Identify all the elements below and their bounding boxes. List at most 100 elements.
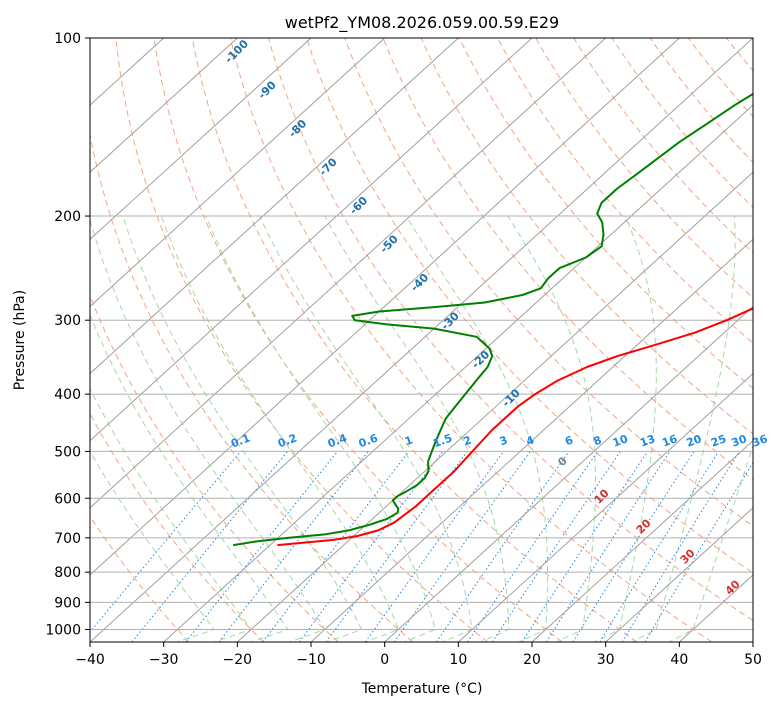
dry-adiabat-line [458, 38, 753, 389]
dry-adiabat-line [649, 38, 753, 164]
dry-adiabat-line [496, 38, 753, 344]
dry-adiabat-line [90, 294, 339, 642]
dry-adiabat-line [306, 38, 753, 574]
mixing-ratio-line [185, 451, 338, 642]
isotherm-label: -60 [347, 194, 370, 217]
mixing-ratio-label: 20 [685, 432, 704, 450]
mixing-ratio-line [621, 451, 740, 642]
mixing-ratio-label: 0.1 [229, 432, 252, 451]
dry-adiabat-line [90, 132, 414, 642]
isotherm-label: -40 [408, 271, 431, 294]
isotherm-label: -80 [286, 117, 309, 140]
mixing-ratio-label: 1.5 [431, 432, 454, 451]
dry-adiabat-line [344, 38, 753, 527]
isotherm-line [90, 38, 607, 509]
isotherm-line [457, 372, 753, 642]
moist-adiabat-line [593, 215, 657, 642]
y-tick-label: 1000 [45, 622, 81, 638]
mixing-ratio-label: 0.4 [326, 431, 349, 450]
mixing-ratio-label: 30 [730, 432, 749, 450]
y-tick-label: 400 [54, 387, 81, 403]
moist-adiabat-line [405, 215, 549, 642]
y-tick-label: 900 [54, 595, 81, 611]
mixing-ratio-label: 3 [498, 434, 510, 449]
mixing-ratio-line [491, 451, 621, 642]
x-tick-label: 10 [449, 652, 467, 668]
mixing-ratio-label: 4 [524, 433, 536, 448]
mixing-ratio-line [364, 451, 505, 642]
mixing-ratio-label: 6 [563, 433, 575, 448]
x-tick-label: 0 [380, 652, 389, 668]
dry-adiabat-line [90, 515, 190, 642]
mixing-ratio-line [545, 451, 671, 642]
isotherm-label: -50 [378, 232, 401, 255]
y-tick-label: 300 [54, 313, 81, 329]
mixing-ratio-line [131, 451, 288, 642]
dry-adiabat-line [153, 38, 563, 642]
mixing-ratio-label: 2 [462, 434, 474, 449]
chart-title: wetPf2_YM08.2026.059.00.59.E29 [285, 13, 559, 33]
wetbulb-label: 40 [723, 577, 743, 597]
isotherm-line [605, 507, 753, 642]
x-tick-label: 50 [744, 652, 762, 668]
wetbulb-label: 0 [555, 454, 570, 469]
moist-adiabat-line [324, 215, 510, 642]
plot-frame [89, 37, 754, 643]
x-tick-label: 30 [597, 652, 615, 668]
mixing-ratio-label: 1 [403, 434, 415, 449]
dry-adiabat-line [90, 412, 264, 642]
dry-adiabat-line [765, 38, 775, 642]
dry-adiabat-line [611, 38, 753, 209]
pressure-gridlines [90, 38, 753, 630]
mixing-ratio-line [393, 451, 531, 642]
mixing-ratio-label: 0.6 [357, 431, 380, 450]
dry-adiabat-line [229, 38, 712, 642]
isotherm-line [90, 38, 312, 241]
dewpoint-line [233, 92, 753, 547]
isotherm-line [310, 238, 753, 642]
mixing-ratio-line [90, 451, 242, 633]
moist-adiabat-line [205, 215, 436, 642]
x-tick-label: 40 [670, 652, 688, 668]
moist-adiabat-line [507, 215, 596, 642]
isotherm-label: -20 [469, 348, 492, 371]
moist-adiabat-line [90, 450, 216, 642]
isotherm-label: -90 [256, 78, 279, 101]
y-tick-label: 100 [54, 31, 81, 47]
y-tick-label: 800 [54, 565, 81, 581]
isotherm-line [236, 171, 753, 642]
moist-adiabat-line [90, 387, 252, 642]
dry-adiabat-line [191, 38, 638, 642]
dry-adiabat-line [535, 38, 753, 299]
isotherm-line [90, 38, 459, 375]
dry-adiabat-line [726, 38, 753, 72]
mixing-ratio-line [599, 451, 720, 642]
isotherm-line [90, 38, 680, 576]
profile-series [233, 92, 753, 547]
mixing-ratio-line [572, 451, 695, 642]
isotherm-line [384, 305, 753, 642]
axes: −40 −30 −20 −10 0 10 20 30 40 5010020030040050060… [45, 31, 762, 668]
mixing-ratio-line [644, 461, 753, 642]
mixing-ratio-label: 0.2 [276, 432, 299, 451]
wetbulb-label: 30 [678, 546, 698, 566]
mixing-ratio-label: 25 [709, 432, 728, 449]
y-tick-label: 200 [54, 209, 81, 225]
isotherm-label: -70 [317, 155, 340, 178]
mixing-ratio-line [262, 451, 410, 642]
x-tick-label: −10 [296, 652, 326, 668]
y-tick-label: 700 [54, 531, 81, 547]
y-tick-label: 500 [54, 444, 81, 460]
mixing-ratio-line [467, 451, 599, 642]
mixing-ratio-line [218, 451, 369, 642]
moist-adiabat-line [259, 215, 473, 642]
isotherm-line [90, 38, 386, 308]
mixing-ratio-label: 16 [660, 432, 679, 450]
isotherm-line [752, 641, 753, 642]
isotherm-label: -100 [222, 37, 251, 66]
x-tick-label: −20 [223, 652, 253, 668]
temperature-line [277, 307, 753, 547]
moist-adiabat-line [90, 218, 326, 642]
x-tick-label: −40 [75, 652, 105, 668]
